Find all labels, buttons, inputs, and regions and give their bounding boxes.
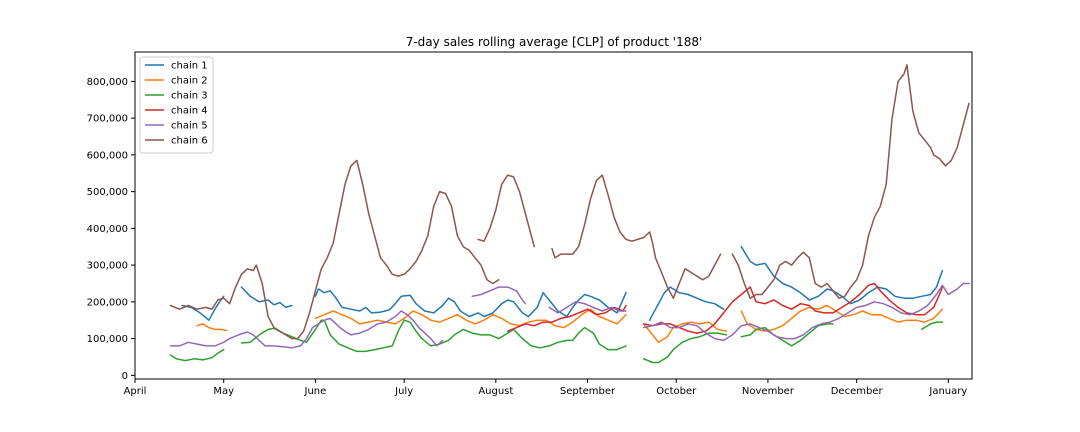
series-5-line-segment	[169, 310, 444, 349]
legend-label: chain 3	[171, 91, 208, 102]
series-4-line-segment	[506, 304, 627, 332]
series-5-line-segment	[471, 286, 527, 305]
legend: chain 1 chain 2 chain 3 chain 4 chain 5 chain…	[139, 56, 214, 154]
y-tick-label: 600,000	[87, 150, 128, 161]
x-tick-label: September	[560, 386, 616, 397]
legend-label: chain 6	[171, 136, 208, 147]
series-6	[169, 64, 970, 340]
series-5-line-segment	[548, 301, 627, 314]
legend-label: chain 4	[171, 106, 208, 117]
y-tick-label: 400,000	[87, 224, 128, 235]
series-5	[169, 282, 970, 349]
series-2-line-segment	[196, 323, 228, 332]
series-4-line-segment	[642, 282, 944, 334]
y-tick-label: 0	[122, 371, 128, 382]
series-3-line-segment	[920, 321, 944, 331]
series-5-line-segment	[642, 282, 970, 342]
x-tick-label: April	[124, 386, 147, 397]
legend-item: chain 1	[145, 61, 208, 72]
chart-title: 7-day sales rolling average [CLP] of pro…	[406, 35, 703, 49]
y-tick-label: 500,000	[87, 187, 128, 198]
legend-item: chain 6	[145, 136, 208, 147]
x-axis: April May June July August September October No…	[124, 379, 967, 397]
y-tick-label: 300,000	[87, 261, 128, 272]
series-3	[169, 319, 944, 364]
legend-item: chain 4	[145, 106, 208, 117]
series-6-line-segment	[731, 64, 970, 299]
legend-label: chain 1	[171, 61, 208, 72]
y-tick-label: 200,000	[87, 297, 128, 308]
y-tick-label: 100,000	[87, 334, 128, 345]
series-2-line-segment	[642, 321, 728, 344]
x-tick-label: October	[656, 386, 697, 397]
x-tick-label: January	[928, 386, 967, 397]
x-tick-label: December	[831, 386, 884, 397]
series-1-line-segment	[648, 286, 725, 321]
series-3-line-segment	[740, 323, 834, 347]
x-tick-label: November	[742, 386, 795, 397]
legend-label: chain 5	[171, 121, 208, 132]
series-1	[181, 245, 944, 321]
series-6-line-segment	[169, 159, 500, 340]
x-tick-label: July	[394, 386, 413, 397]
x-tick-label: May	[213, 386, 234, 397]
series-3-line-segment	[169, 348, 225, 362]
series-2-line-segment	[740, 304, 944, 332]
legend-box	[139, 56, 214, 154]
series-6-line-segment	[551, 174, 722, 299]
legend-label: chain 2	[171, 76, 208, 87]
y-tick-label: 700,000	[87, 114, 128, 125]
x-tick-label: August	[478, 386, 513, 397]
legend-item: chain 5	[145, 121, 208, 132]
series-4	[506, 282, 944, 334]
series-layer	[169, 64, 970, 364]
series-3-line-segment	[240, 319, 627, 353]
series-1-line-segment	[740, 245, 944, 305]
y-axis: 0 100,000 200,000 300,000 400,000 500,000 600,…	[87, 77, 135, 382]
series-3-line-segment	[642, 332, 728, 364]
x-tick-label: June	[304, 386, 327, 397]
series-1-line-segment	[314, 288, 627, 318]
series-1-line-segment	[240, 286, 293, 309]
series-6-line-segment	[477, 174, 536, 248]
plot-area-frame	[134, 51, 973, 380]
series-2-line-segment	[314, 308, 627, 329]
y-tick-label: 800,000	[87, 77, 128, 88]
legend-item: chain 2	[145, 76, 208, 87]
legend-item: chain 3	[145, 91, 208, 102]
series-2	[196, 304, 944, 344]
